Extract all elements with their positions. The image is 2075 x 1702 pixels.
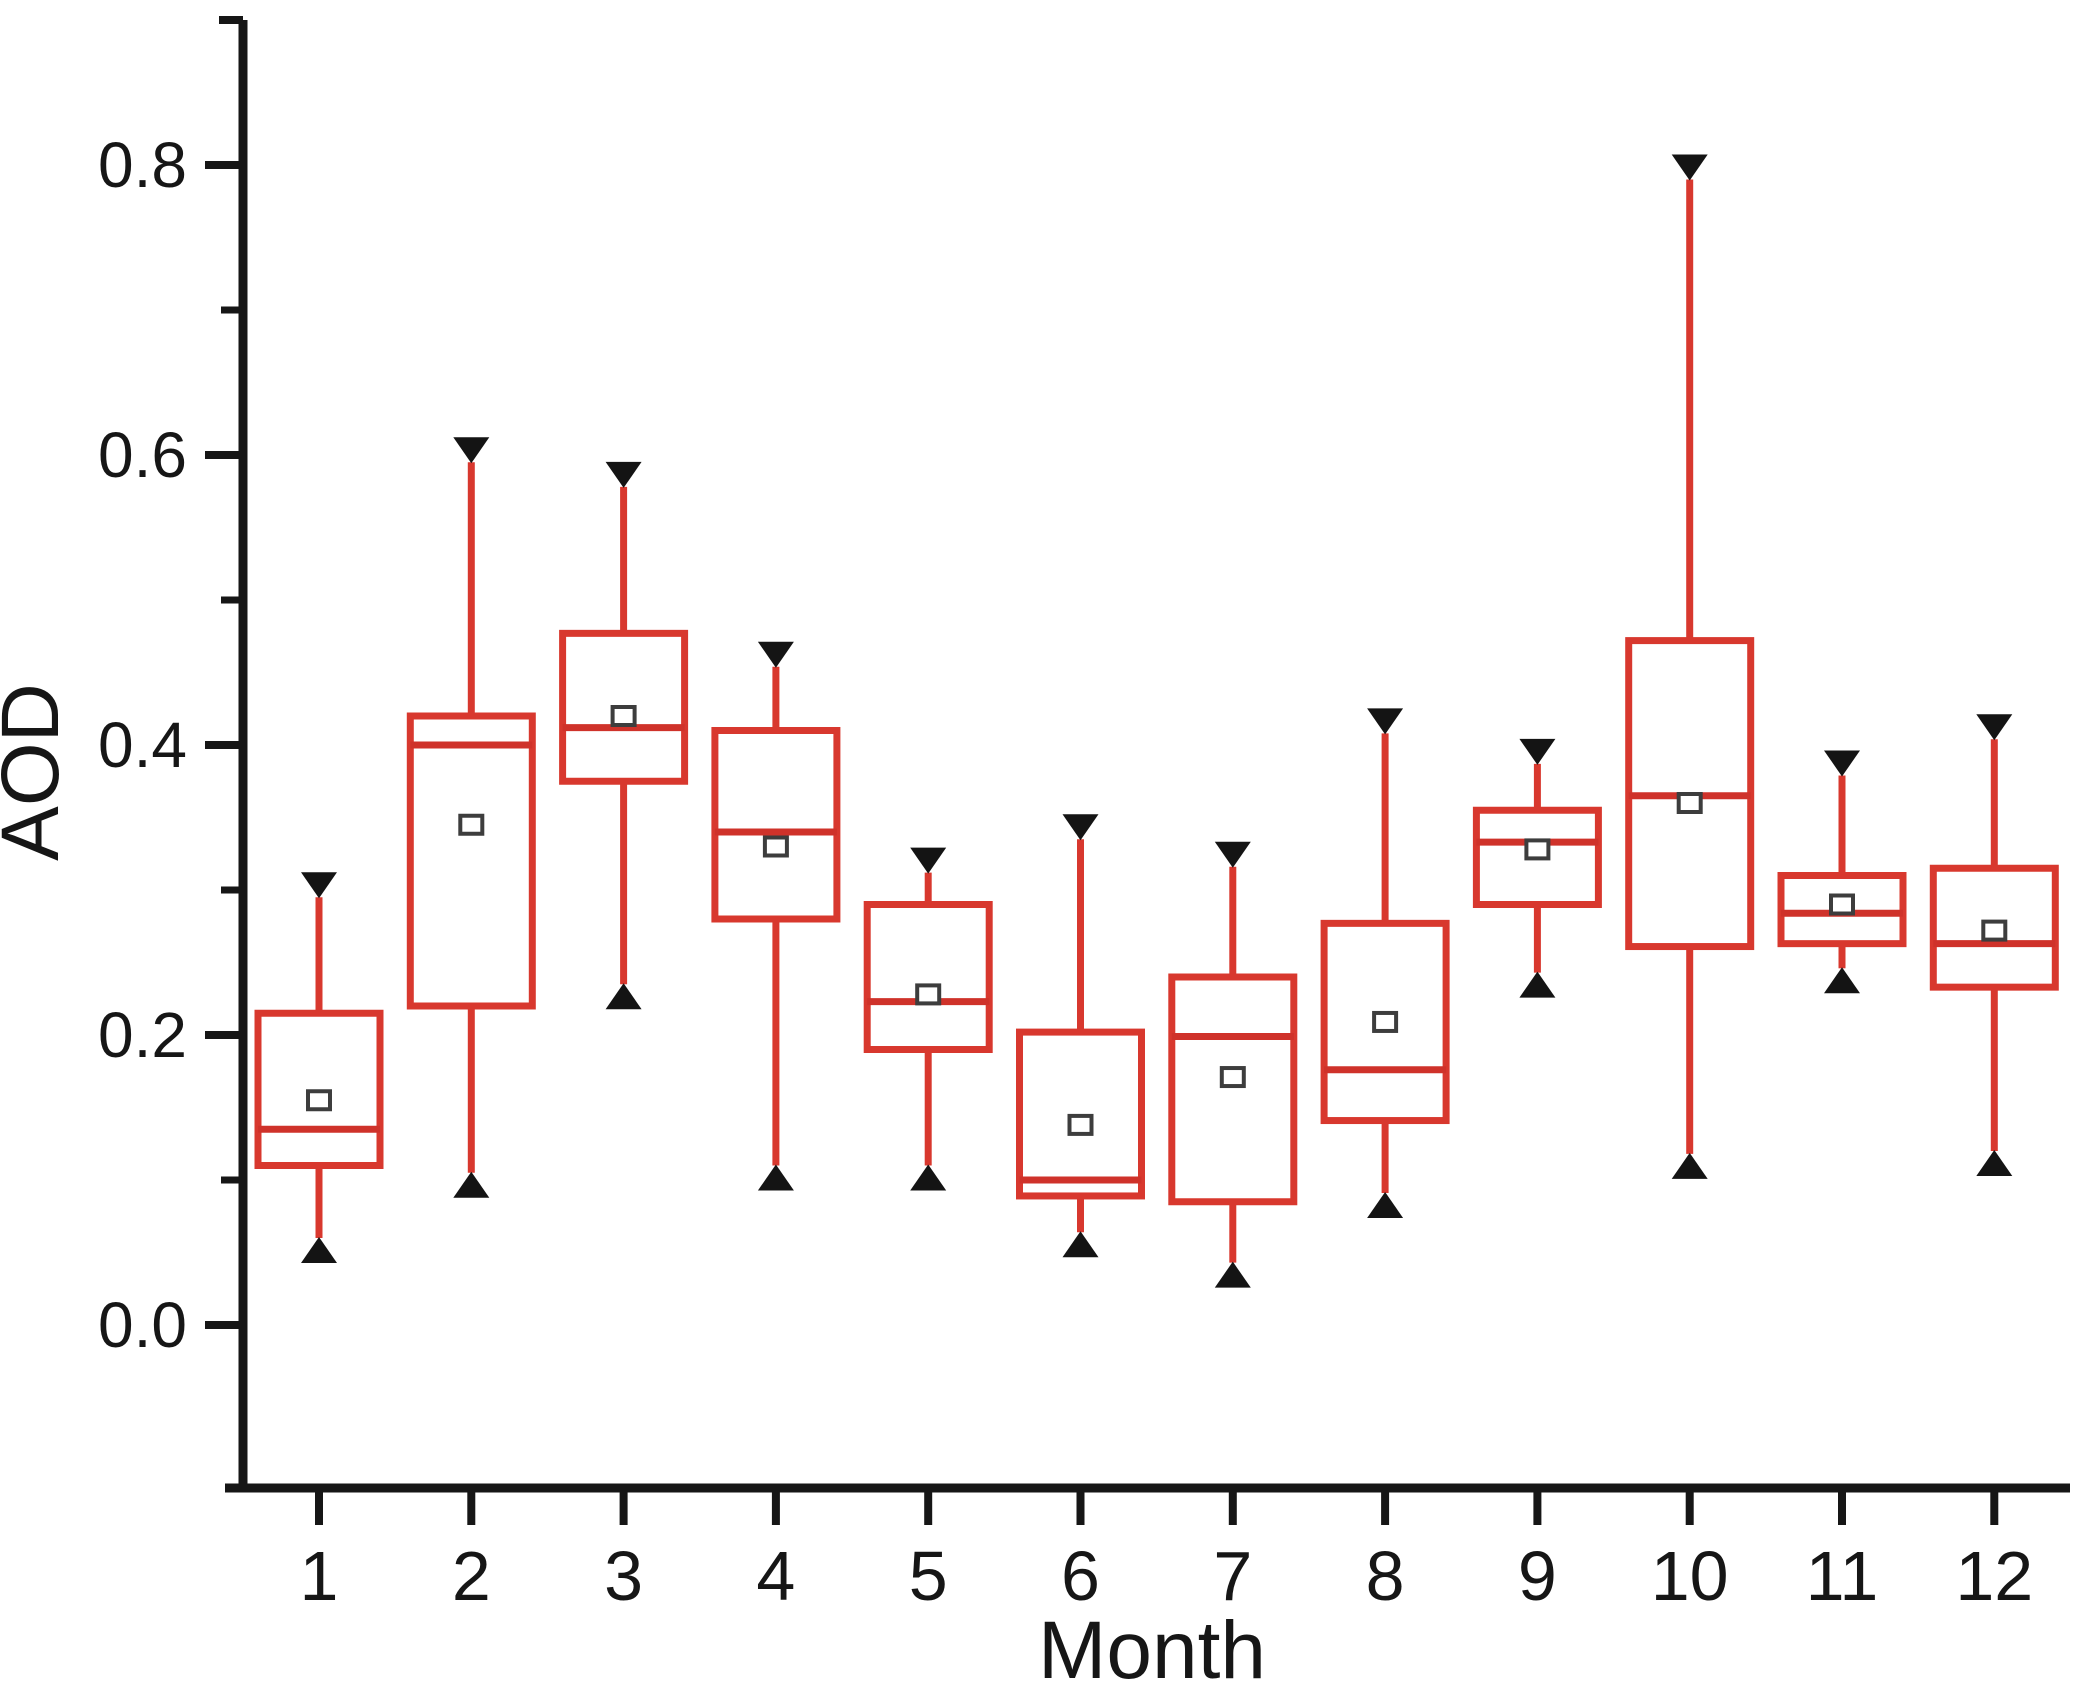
x-tick-label: 4 (756, 1537, 795, 1615)
y-tick-label: 0.4 (98, 709, 187, 781)
max-cap-triangle-icon (1367, 708, 1404, 735)
box-month-2 (406, 437, 536, 1198)
y-tick-label: 0.0 (98, 1289, 187, 1361)
mean-square-marker (458, 813, 485, 836)
box-month-5 (863, 847, 993, 1191)
y-tick-label: 0.6 (98, 419, 187, 491)
max-cap-triangle-icon (1671, 154, 1708, 181)
iqr-box (406, 712, 536, 1010)
min-cap-triangle-icon (910, 1164, 947, 1191)
iqr-box (863, 901, 993, 1053)
mean-square-marker (1981, 919, 2008, 942)
box-month-11 (1777, 750, 1907, 994)
min-cap-triangle-icon (757, 1164, 794, 1191)
max-cap-triangle-icon (1976, 714, 2013, 741)
x-tick-label: 7 (1213, 1537, 1252, 1615)
min-cap-triangle-icon (1062, 1231, 1099, 1258)
box-month-6 (1016, 814, 1145, 1258)
x-tick-label: 2 (452, 1537, 491, 1615)
mean-square-marker (306, 1089, 332, 1112)
x-tick-label: 12 (1955, 1537, 2033, 1615)
plot-layer: 0.00.20.40.60.81 2 3 4 5 6 7 8 9 10 11 12 (98, 16, 2070, 1615)
mean-square-marker (610, 705, 637, 727)
max-cap-triangle-icon (1519, 738, 1556, 765)
max-cap-triangle-icon (301, 872, 337, 899)
x-tick-label: 1 (300, 1537, 339, 1615)
iqr-box (711, 727, 841, 923)
box-month-3 (559, 461, 689, 1010)
max-cap-triangle-icon (757, 641, 794, 668)
x-tick-label: 6 (1061, 1537, 1100, 1615)
max-cap-triangle-icon (1824, 750, 1860, 777)
min-cap-triangle-icon (1367, 1192, 1404, 1219)
mean-square-marker (1372, 1010, 1399, 1033)
min-cap-triangle-icon (301, 1237, 337, 1263)
mean-square-marker (762, 835, 789, 858)
box-month-12 (1929, 714, 2059, 1176)
max-cap-triangle-icon (453, 437, 490, 464)
min-cap-triangle-icon (1519, 971, 1556, 998)
min-cap-triangle-icon (453, 1171, 490, 1198)
x-tick-label: 9 (1518, 1537, 1557, 1615)
max-cap-triangle-icon (605, 461, 642, 488)
x-tick-label: 8 (1366, 1537, 1405, 1615)
x-axis-title: Month (1038, 1605, 1266, 1696)
box-month-9 (1472, 738, 1602, 998)
max-cap-triangle-icon (910, 847, 947, 874)
mean-square-marker (915, 983, 942, 1006)
min-cap-triangle-icon (1824, 967, 1860, 994)
iqr-box (1168, 973, 1298, 1206)
box-month-7 (1168, 841, 1298, 1288)
mean-square-marker (1067, 1113, 1094, 1136)
x-tick-label: 5 (909, 1537, 948, 1615)
box-month-1 (254, 872, 384, 1263)
max-cap-triangle-icon (1214, 841, 1251, 868)
min-cap-triangle-icon (605, 983, 642, 1010)
max-cap-triangle-icon (1062, 814, 1099, 841)
box-month-10 (1625, 154, 1755, 1179)
x-tick-label: 10 (1651, 1537, 1729, 1615)
y-axis-title: AOD (0, 683, 76, 861)
min-cap-triangle-icon (1214, 1261, 1251, 1288)
iqr-box (1320, 919, 1450, 1125)
mean-square-marker (1676, 792, 1703, 814)
mean-square-marker (1219, 1066, 1246, 1089)
min-cap-triangle-icon (1671, 1152, 1708, 1179)
min-cap-triangle-icon (1976, 1150, 2013, 1176)
x-tick-label: 11 (1806, 1537, 1879, 1615)
y-tick-label: 0.2 (98, 999, 187, 1071)
y-tick-label: 0.8 (98, 129, 187, 201)
box-month-4 (711, 641, 841, 1191)
mean-square-marker (1829, 893, 1855, 916)
mean-square-marker (1524, 838, 1551, 861)
x-tick-label: 3 (604, 1537, 643, 1615)
box-month-8 (1320, 708, 1450, 1219)
